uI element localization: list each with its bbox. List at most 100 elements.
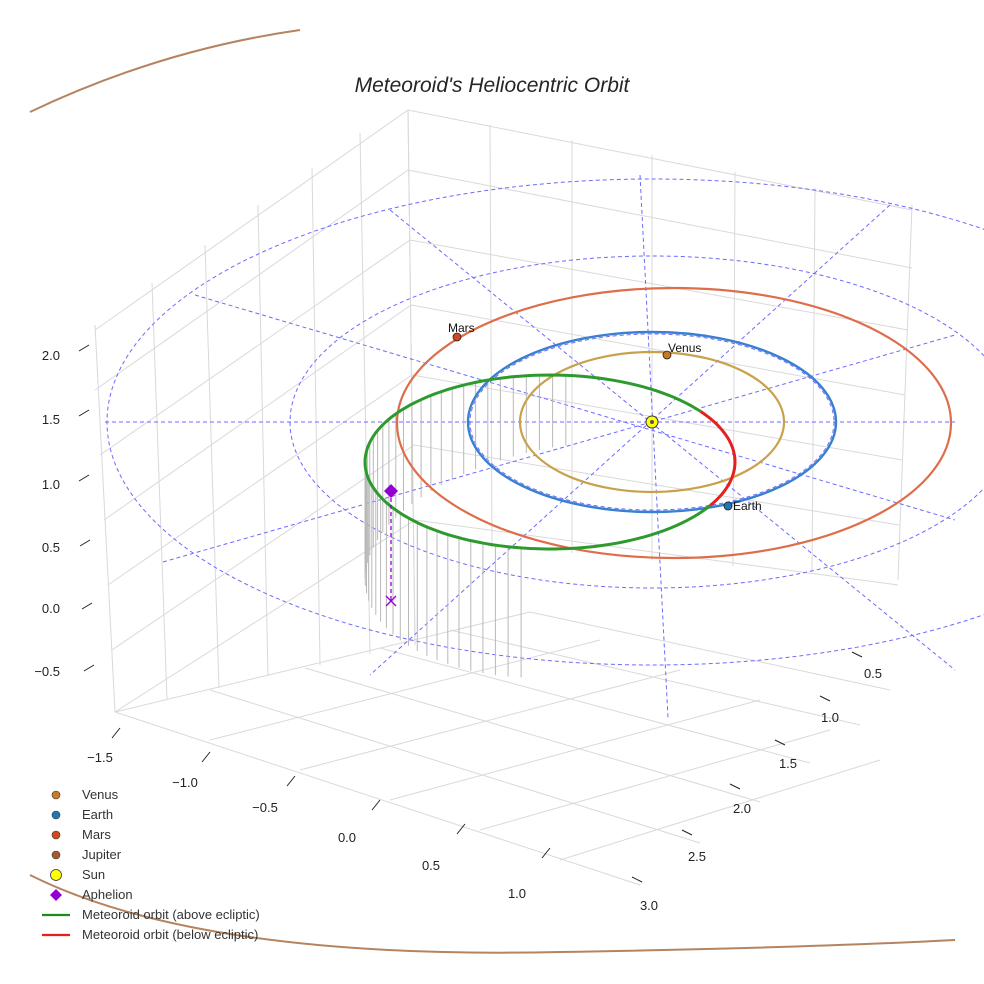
ecliptic-spoke (194, 294, 956, 521)
meteoroid-orbit-below (699, 410, 737, 507)
legend-marker (50, 869, 62, 881)
floor-grid-line (304, 667, 761, 803)
legend-circle-swatch (51, 850, 61, 860)
y-axis-tick (851, 651, 863, 658)
ecliptic-reference-grid (105, 174, 984, 719)
x-axis-tick (371, 799, 381, 811)
floor-grid-line (529, 611, 891, 691)
y-axis-tick (631, 876, 643, 883)
x-axis-tick-label: 0.5 (422, 858, 440, 873)
z-axis-tick (79, 539, 91, 547)
back-grid-line (111, 444, 900, 651)
y-axis-tick-label: 1.0 (821, 710, 839, 725)
z-axis-tick-label: −0.5 (34, 664, 60, 679)
x-axis-tick (201, 751, 211, 763)
jupiter-orbit-arcs (29, 29, 956, 954)
floor-grid-line (114, 711, 641, 886)
y-axis-tick-label: 2.0 (733, 801, 751, 816)
back-grid-line (311, 167, 321, 666)
y-axis-tick (819, 695, 831, 702)
jupiter-orbit-arc-top (29, 29, 301, 113)
legend-marker (51, 790, 61, 800)
aphelion-projection-marker (385, 595, 397, 607)
legend-marker (42, 933, 70, 937)
z-axis-tick-label: 0.0 (42, 601, 60, 616)
legend-marker (51, 850, 61, 860)
ecliptic-spoke (369, 204, 891, 676)
meteoroid-drop-lines (364, 375, 567, 678)
z-axis-tick (78, 474, 90, 482)
back-grid-line (151, 282, 168, 701)
back-grid-line (103, 304, 906, 521)
back-grid-line (257, 204, 269, 677)
floor-grid-line (389, 699, 761, 801)
x-axis-tick (456, 823, 466, 835)
legend-marker (50, 889, 62, 901)
back-grid-line (94, 169, 913, 391)
x-axis-tick (541, 847, 551, 859)
y-axis-tick-label: 0.5 (864, 666, 882, 681)
back-grid-line (94, 109, 913, 331)
ecliptic-spoke (162, 334, 956, 563)
y-axis-tick-label: 3.0 (640, 898, 658, 913)
z-axis-tick (78, 344, 90, 352)
z-axis-tick-label: 1.0 (42, 477, 60, 492)
back-grid-line (107, 374, 903, 586)
venus-marker (662, 350, 672, 360)
floor-grid-line (299, 669, 681, 771)
jupiter-orbit-arc-bottom (29, 874, 956, 954)
z-axis-tick (83, 664, 95, 672)
floor-grid-line (379, 647, 811, 764)
legend-marker (42, 913, 70, 917)
z-axis-tick (78, 409, 90, 417)
x-axis-tick-label: −0.5 (252, 800, 278, 815)
legend-marker (51, 830, 61, 840)
x-axis-tick-label: 0.0 (338, 830, 356, 845)
x-axis-tick-label: −1.5 (87, 750, 113, 765)
back-grid-line (407, 109, 416, 646)
floor-grid-line (209, 639, 601, 741)
mars-marker (452, 332, 462, 342)
chart-title: Meteoroid's Heliocentric Orbit (354, 74, 630, 97)
x-axis-tick-label: −1.0 (172, 775, 198, 790)
legend-label: Meteoroid orbit (below ecliptic) (82, 927, 259, 942)
legend-diamond-swatch (50, 889, 62, 901)
earth-orbit (466, 330, 838, 514)
earth-label: Earth (733, 499, 762, 513)
legend-label: Venus (82, 787, 119, 802)
legend-circle-swatch (51, 810, 61, 820)
legend-label: Meteoroid orbit (above ecliptic) (82, 907, 260, 922)
floor-grid-line (559, 759, 881, 861)
floor-grid-line (114, 611, 531, 713)
legend-label: Jupiter (82, 847, 122, 862)
mars-orbit (395, 286, 953, 560)
z-axis-tick-label: 1.5 (42, 412, 60, 427)
x-axis-tick (286, 775, 296, 787)
z-axis-tick-label: 2.0 (42, 348, 60, 363)
floor-grid-line (449, 629, 861, 726)
legend-label: Sun (82, 867, 106, 882)
back-grid-line (897, 204, 913, 581)
x-axis-tick-label: 1.0 (508, 886, 526, 901)
venus-orbit (518, 350, 786, 494)
y-axis-tick-label: 2.5 (688, 849, 706, 864)
back-grid-line (204, 244, 220, 689)
legend-circle-swatch (51, 790, 61, 800)
earth-marker (723, 501, 733, 511)
floor-grid-line (479, 729, 831, 831)
back-grid-line (94, 324, 116, 713)
bodies: Venus Earth Mars (384, 321, 762, 607)
ecliptic-spoke (389, 209, 956, 671)
sun-center (650, 420, 654, 424)
legend-label: Aphelion (82, 887, 133, 902)
y-axis-tick-label: 1.5 (779, 756, 797, 771)
meteoroid-orbit-above (363, 373, 712, 551)
meteoroid-orbit (363, 373, 737, 551)
back-grid-line (99, 239, 909, 456)
x-axis-tick (111, 727, 121, 739)
venus-label: Venus (668, 341, 701, 355)
legend-circle-swatch (51, 830, 61, 840)
legend-marker (51, 810, 61, 820)
legend-circle-swatch (50, 869, 62, 881)
